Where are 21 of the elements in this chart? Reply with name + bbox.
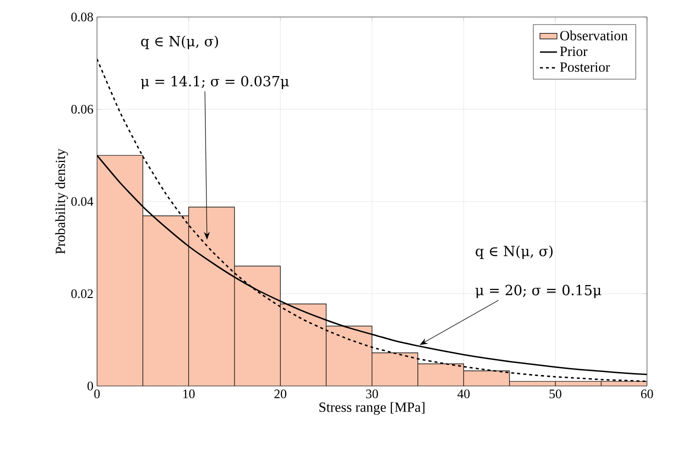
x-tick-label: 20 [274, 390, 286, 398]
y-tick-label: 0.08 [71, 12, 93, 22]
legend-label: Observation [560, 30, 628, 40]
y-axis-title: Probability density [55, 148, 68, 254]
y-tick-label: 0.02 [71, 289, 93, 298]
y-tick-label: 0 [88, 382, 93, 390]
x-tick-label: 0 [94, 390, 100, 398]
annotation: μ = 14.1; σ = 0.037μ [140, 76, 289, 90]
legend-label: Posterior [560, 62, 610, 72]
annotation: μ = 20; σ = 0.15μ [476, 284, 602, 298]
y-tick-label: 0.04 [71, 197, 94, 206]
annotation: q ∈ N(μ, σ) [141, 36, 218, 50]
x-axis-title: Stress range [MPa] [319, 402, 424, 415]
x-tick-label: 30 [366, 390, 378, 398]
x-tick-label: 10 [183, 390, 195, 398]
legend-label: Prior [560, 46, 588, 56]
annotation: q ∈ N(μ, σ) [476, 245, 553, 259]
x-tick-label: 50 [550, 390, 562, 398]
y-tick-label: 0.06 [71, 104, 94, 114]
x-tick-label: 40 [457, 390, 470, 398]
x-tick-label: 60 [641, 390, 653, 398]
